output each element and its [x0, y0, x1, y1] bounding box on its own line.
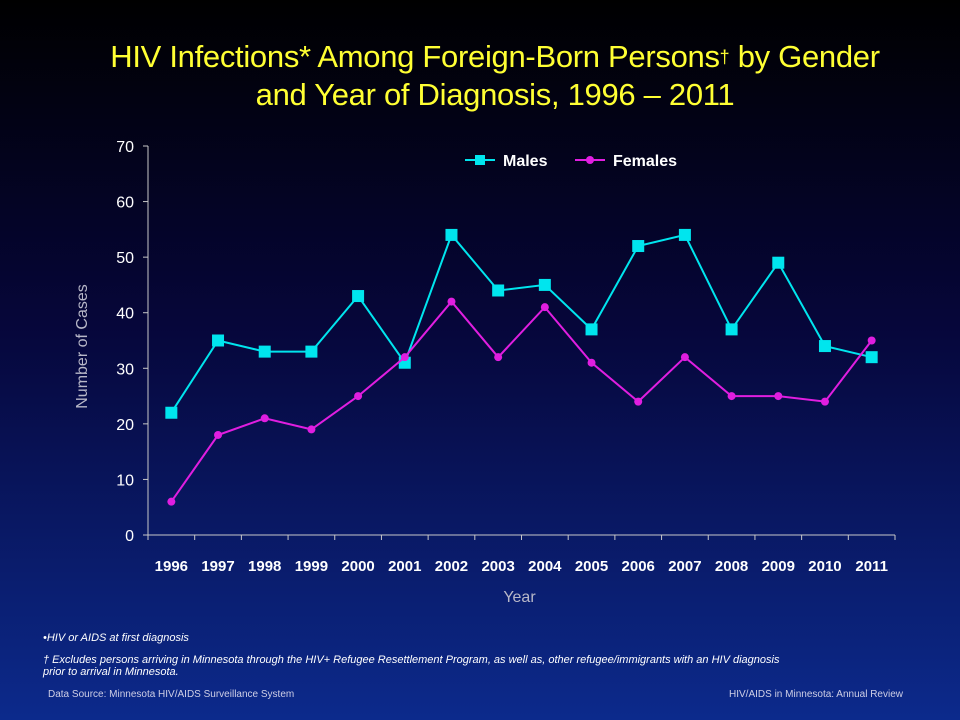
chart-legend: Males Females: [465, 153, 677, 170]
series-line-males: [170, 232, 872, 414]
data-point-females: [214, 430, 223, 439]
footnote-hiv-aids: •HIV or AIDS at first diagnosis: [43, 632, 189, 644]
data-source: Data Source: Minnesota HIV/AIDS Surveill…: [48, 689, 295, 700]
data-point-females: [820, 397, 829, 406]
x-tick-label: 2002: [435, 558, 468, 575]
series-line-females: [170, 300, 873, 503]
data-point-females: [587, 358, 596, 367]
x-tick-label: 2006: [622, 558, 655, 575]
title-line-1-text: HIV Infections* Among Foreign-Born Perso…: [110, 39, 720, 74]
data-point-males: [492, 284, 505, 297]
x-tick-label: 2010: [808, 558, 841, 575]
x-tick-label: 2009: [762, 558, 795, 575]
data-point-females: [494, 353, 503, 362]
y-tick-label: 50: [116, 250, 134, 267]
title-dagger: †: [719, 47, 730, 67]
data-point-females: [867, 336, 876, 345]
footnotes: •HIV or AIDS at first diagnosis † Exclud…: [43, 632, 873, 678]
data-point-females: [354, 392, 363, 401]
data-point-females: [167, 497, 176, 506]
legend-marker-females: [586, 156, 594, 164]
x-axis-title: Year: [503, 589, 536, 606]
x-tick-label: 1996: [155, 558, 188, 575]
x-tick-label: 1998: [248, 558, 281, 575]
data-point-females: [727, 392, 736, 401]
data-point-males: [445, 228, 458, 241]
data-point-males: [865, 351, 878, 364]
legend-item-males: Males: [465, 153, 548, 170]
footnote-refugee: † Excludes persons arriving in Minnesota…: [43, 654, 873, 678]
y-tick-label: 30: [116, 361, 134, 378]
x-tick-label: 2004: [528, 558, 562, 575]
x-tick-label: 2008: [715, 558, 748, 575]
y-tick-label: 10: [116, 472, 134, 489]
data-point-females: [307, 425, 316, 434]
data-point-males: [632, 240, 645, 253]
data-point-females: [400, 353, 409, 362]
x-tick-label: 2007: [668, 558, 701, 575]
data-point-females: [540, 303, 549, 312]
chart-axes: 0 10 20 30 40 50 60 70 1996 1997 1998 1999 2000 2001 2…: [74, 139, 896, 606]
data-point-males: [165, 406, 178, 419]
data-point-females: [634, 397, 643, 406]
x-tick-label: 2001: [388, 558, 421, 575]
data-point-males: [352, 290, 365, 303]
title-line-1-suffix: by Gender: [729, 39, 880, 74]
chart-series: [165, 228, 878, 506]
data-point-males: [212, 334, 225, 347]
data-point-males: [258, 345, 271, 358]
series-females: [167, 297, 876, 506]
data-point-males: [538, 278, 551, 291]
x-tick-label: 1997: [201, 558, 234, 575]
legend-label-females: Females: [613, 153, 677, 170]
x-tick-label: 2000: [341, 558, 374, 575]
legend-marker-males: [475, 155, 485, 165]
x-tick-label: 2005: [575, 558, 608, 575]
data-point-males: [585, 323, 598, 336]
data-point-females: [447, 297, 456, 306]
y-axis-title: Number of Cases: [74, 284, 91, 409]
y-tick-label: 60: [116, 195, 134, 212]
y-tick-label: 40: [116, 306, 134, 323]
data-point-males: [772, 256, 785, 269]
y-tick-label: 20: [116, 417, 134, 434]
title-line-1: HIV Infections* Among Foreign-Born Perso…: [60, 40, 930, 78]
data-point-males: [725, 323, 738, 336]
data-point-males: [305, 345, 318, 358]
series-males: [165, 228, 878, 419]
data-point-females: [774, 392, 783, 401]
publication-name: HIV/AIDS in Minnesota: Annual Review: [729, 689, 903, 700]
footnote-refugee-line-1: † Excludes persons arriving in Minnesota…: [43, 654, 780, 666]
footnote-refugee-line-2: prior to arrival in Minnesota.: [43, 666, 179, 678]
data-point-females: [680, 353, 689, 362]
legend-label-males: Males: [503, 153, 548, 170]
x-tick-label: 2003: [481, 558, 514, 575]
x-tick-label: 2011: [855, 558, 888, 575]
data-point-females: [260, 414, 269, 423]
title-line-2: and Year of Diagnosis, 1996 – 2011: [255, 77, 735, 112]
y-tick-label: 70: [116, 139, 134, 156]
x-tick-label: 1999: [295, 558, 328, 575]
data-point-males: [818, 340, 831, 353]
data-point-males: [678, 228, 691, 241]
y-tick-label: 0: [125, 528, 134, 545]
chart-title: HIV Infections* Among Foreign-Born Perso…: [60, 40, 930, 112]
legend-item-females: Females: [575, 153, 677, 170]
